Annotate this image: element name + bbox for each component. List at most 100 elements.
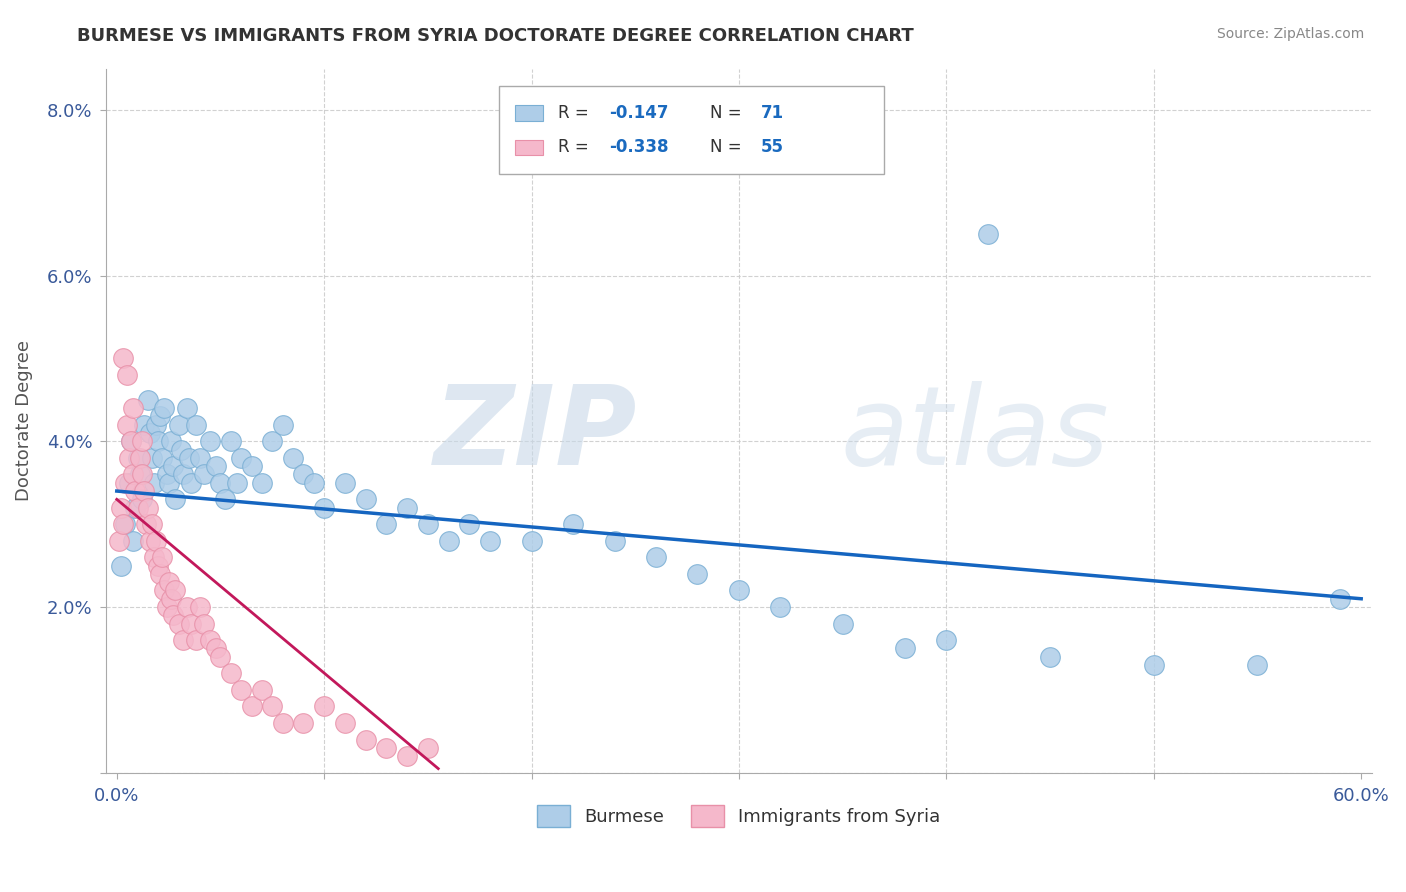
Point: [314, 699, 336, 714]
Point: [292, 716, 315, 731]
Point: [977, 227, 1000, 242]
Point: [193, 467, 215, 482]
Point: [127, 450, 149, 465]
Point: [136, 500, 159, 515]
Point: [437, 533, 460, 548]
Point: [188, 450, 211, 465]
Point: [159, 591, 181, 606]
Point: [198, 434, 221, 449]
Point: [132, 484, 155, 499]
Point: [271, 417, 294, 432]
Text: N =: N =: [710, 138, 747, 156]
Point: [262, 699, 284, 714]
Y-axis label: Doctorate Degree: Doctorate Degree: [15, 340, 32, 501]
Point: [157, 475, 180, 490]
Point: [219, 666, 242, 681]
Point: [162, 608, 184, 623]
Point: [108, 533, 131, 548]
Point: [209, 649, 232, 664]
Point: [163, 583, 186, 598]
Point: [163, 492, 186, 507]
Point: [110, 500, 132, 515]
Point: [354, 492, 377, 507]
Point: [145, 533, 167, 548]
Point: [205, 641, 228, 656]
Point: [115, 368, 138, 382]
Point: [149, 409, 172, 424]
Point: [184, 633, 207, 648]
Point: [141, 450, 163, 465]
Point: [172, 633, 194, 648]
Point: [148, 558, 170, 573]
Point: [686, 566, 709, 581]
Point: [205, 459, 228, 474]
Point: [127, 500, 149, 515]
Text: R =: R =: [558, 138, 595, 156]
Point: [136, 392, 159, 407]
Point: [122, 467, 145, 482]
Point: [1246, 658, 1268, 673]
Point: [131, 492, 153, 507]
FancyBboxPatch shape: [515, 140, 543, 155]
Point: [115, 417, 138, 432]
Point: [153, 583, 176, 598]
Point: [122, 401, 145, 416]
Point: [159, 434, 181, 449]
Point: [292, 467, 315, 482]
Point: [124, 484, 146, 499]
FancyBboxPatch shape: [515, 105, 543, 120]
Point: [124, 500, 146, 515]
Point: [162, 459, 184, 474]
Point: [167, 616, 190, 631]
Point: [831, 616, 853, 631]
Point: [111, 351, 134, 366]
Point: [214, 492, 236, 507]
Point: [314, 500, 336, 515]
FancyBboxPatch shape: [499, 87, 884, 174]
Point: [110, 558, 132, 573]
Point: [479, 533, 502, 548]
Point: [153, 401, 176, 416]
Point: [231, 682, 253, 697]
Text: 71: 71: [761, 103, 783, 122]
Point: [240, 459, 263, 474]
Point: [1143, 658, 1166, 673]
Text: -0.338: -0.338: [609, 138, 668, 156]
Point: [170, 442, 193, 457]
Text: N =: N =: [710, 103, 747, 122]
Point: [193, 616, 215, 631]
Point: [128, 467, 150, 482]
Point: [354, 732, 377, 747]
Point: [139, 425, 162, 440]
Point: [396, 500, 419, 515]
Point: [209, 475, 232, 490]
Point: [149, 566, 172, 581]
Point: [135, 517, 157, 532]
Point: [302, 475, 325, 490]
Point: [155, 467, 177, 482]
Point: [458, 517, 481, 532]
Point: [935, 633, 957, 648]
Point: [894, 641, 917, 656]
Point: [226, 475, 249, 490]
Point: [176, 600, 198, 615]
Point: [240, 699, 263, 714]
Text: Source: ZipAtlas.com: Source: ZipAtlas.com: [1216, 27, 1364, 41]
Point: [645, 550, 668, 565]
Point: [111, 517, 134, 532]
Point: [179, 450, 201, 465]
Point: [118, 450, 141, 465]
Point: [603, 533, 626, 548]
Point: [157, 575, 180, 590]
Text: BURMESE VS IMMIGRANTS FROM SYRIA DOCTORATE DEGREE CORRELATION CHART: BURMESE VS IMMIGRANTS FROM SYRIA DOCTORA…: [77, 27, 914, 45]
Point: [172, 467, 194, 482]
Point: [141, 517, 163, 532]
Text: atlas: atlas: [841, 381, 1109, 488]
Point: [118, 475, 141, 490]
Point: [198, 633, 221, 648]
Point: [333, 475, 356, 490]
Text: -0.147: -0.147: [609, 103, 668, 122]
Point: [152, 450, 174, 465]
Point: [375, 740, 398, 755]
Point: [131, 434, 153, 449]
